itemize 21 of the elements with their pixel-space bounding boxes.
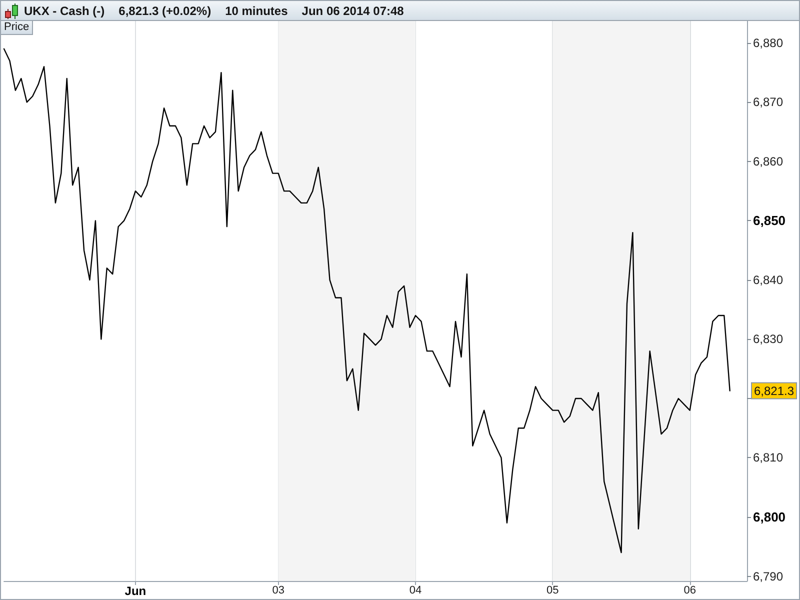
x-tick-label: 06: [684, 584, 696, 596]
y-tick-label: 6,870: [753, 95, 784, 110]
y-tick-label: 6,860: [753, 154, 784, 168]
y-axis-title: Price: [1, 21, 34, 35]
text: 6,821.3 (+0.02%): [118, 4, 212, 18]
x-tick-label: Jun: [124, 584, 146, 598]
y-tick-label: 6,840: [753, 272, 784, 287]
y-tick-label: 6,850: [753, 213, 786, 228]
chart-title: UKX - Cash (-): [24, 4, 105, 18]
y-tick-label: 6,810: [753, 450, 784, 465]
y-tick-label: 6,830: [753, 332, 784, 346]
x-tick-label: 03: [272, 584, 284, 596]
y-tick-label: 6,790: [753, 569, 784, 584]
y-tick-label: 6,880: [753, 36, 784, 50]
line-series: [3, 48, 730, 554]
text: 6,821.3: [754, 384, 794, 398]
y-tick-label: 6,800: [753, 510, 786, 524]
text: Jun 06 2014 07:48: [302, 4, 404, 18]
text: 10 minutes: [225, 4, 288, 18]
x-tick-label: 05: [546, 584, 559, 596]
x-tick-label: 04: [409, 584, 422, 596]
